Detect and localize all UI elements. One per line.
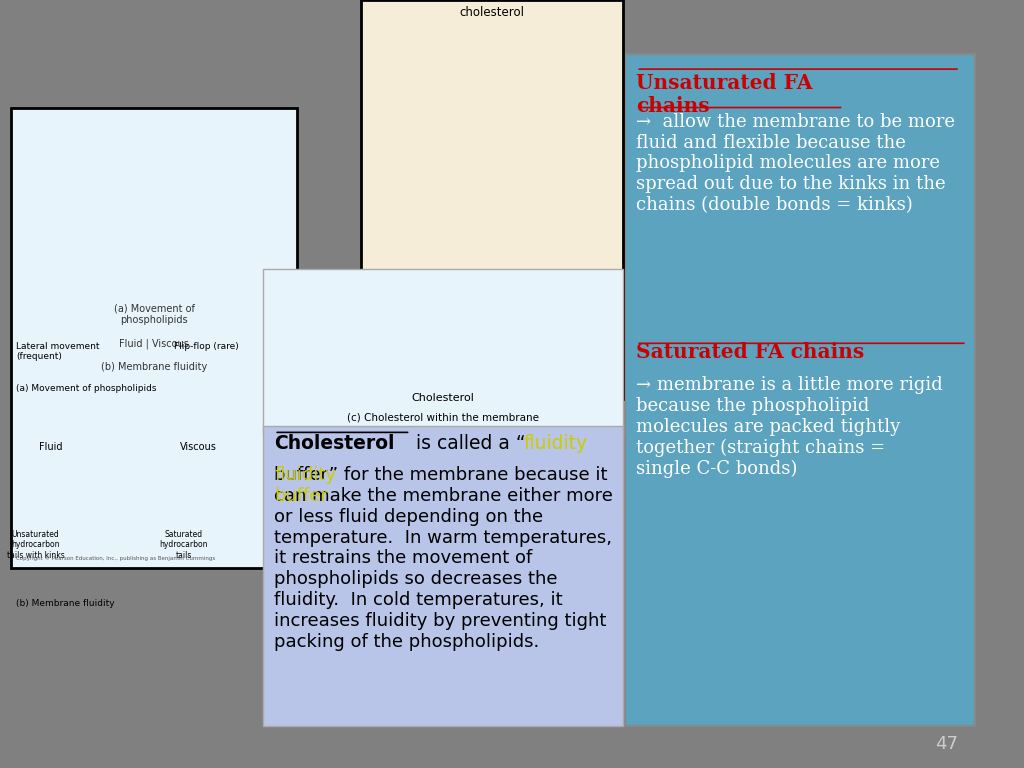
Text: (c) Cholesterol within the membrane: (c) Cholesterol within the membrane xyxy=(346,412,539,422)
FancyBboxPatch shape xyxy=(262,426,623,726)
Text: (b) Membrane fluidity: (b) Membrane fluidity xyxy=(16,599,115,608)
Text: Copyright © Pearson Education, Inc., publishing as Benjamin Cummings: Copyright © Pearson Education, Inc., pub… xyxy=(16,555,215,561)
Text: fluidity
buffer: fluidity buffer xyxy=(274,466,336,505)
Text: Cholesterol: Cholesterol xyxy=(274,434,395,453)
Text: Saturated
hydrocarbon
tails: Saturated hydrocarbon tails xyxy=(160,530,208,560)
FancyBboxPatch shape xyxy=(361,0,623,399)
Text: Cholesterol: Cholesterol xyxy=(411,393,474,403)
FancyBboxPatch shape xyxy=(625,54,975,726)
FancyBboxPatch shape xyxy=(262,269,623,434)
Text: →  allow the membrane to be more
fluid and flexible because the
phospholipid mol: → allow the membrane to be more fluid an… xyxy=(636,113,955,214)
Text: → membrane is a little more rigid
because the phospholipid
molecules are packed : → membrane is a little more rigid becaus… xyxy=(636,376,943,478)
Text: cholesterol: cholesterol xyxy=(460,6,524,19)
Text: fluidity: fluidity xyxy=(524,434,588,453)
Text: 47: 47 xyxy=(935,735,957,753)
Text: Fluid: Fluid xyxy=(39,442,62,452)
Text: Viscous: Viscous xyxy=(180,442,217,452)
Text: is called a “: is called a “ xyxy=(411,434,526,453)
Text: (a) Movement of
phospholipids

Fluid | Viscous

(b) Membrane fluidity: (a) Movement of phospholipids Fluid | Vi… xyxy=(101,303,207,372)
Text: Flip-flop (rare): Flip-flop (rare) xyxy=(174,342,239,351)
Text: buffer” for the membrane because it
can make the membrane either more
or less fl: buffer” for the membrane because it can … xyxy=(274,466,613,650)
Text: Unsaturated FA
chains: Unsaturated FA chains xyxy=(636,73,813,116)
Text: (a) Movement of phospholipids: (a) Movement of phospholipids xyxy=(16,384,157,393)
Text: Lateral movement
(frequent): Lateral movement (frequent) xyxy=(16,342,99,361)
Text: Saturated FA chains: Saturated FA chains xyxy=(636,342,864,362)
FancyBboxPatch shape xyxy=(11,108,297,568)
Text: Unsaturated
hydrocarbon
tails with kinks: Unsaturated hydrocarbon tails with kinks xyxy=(7,530,65,560)
